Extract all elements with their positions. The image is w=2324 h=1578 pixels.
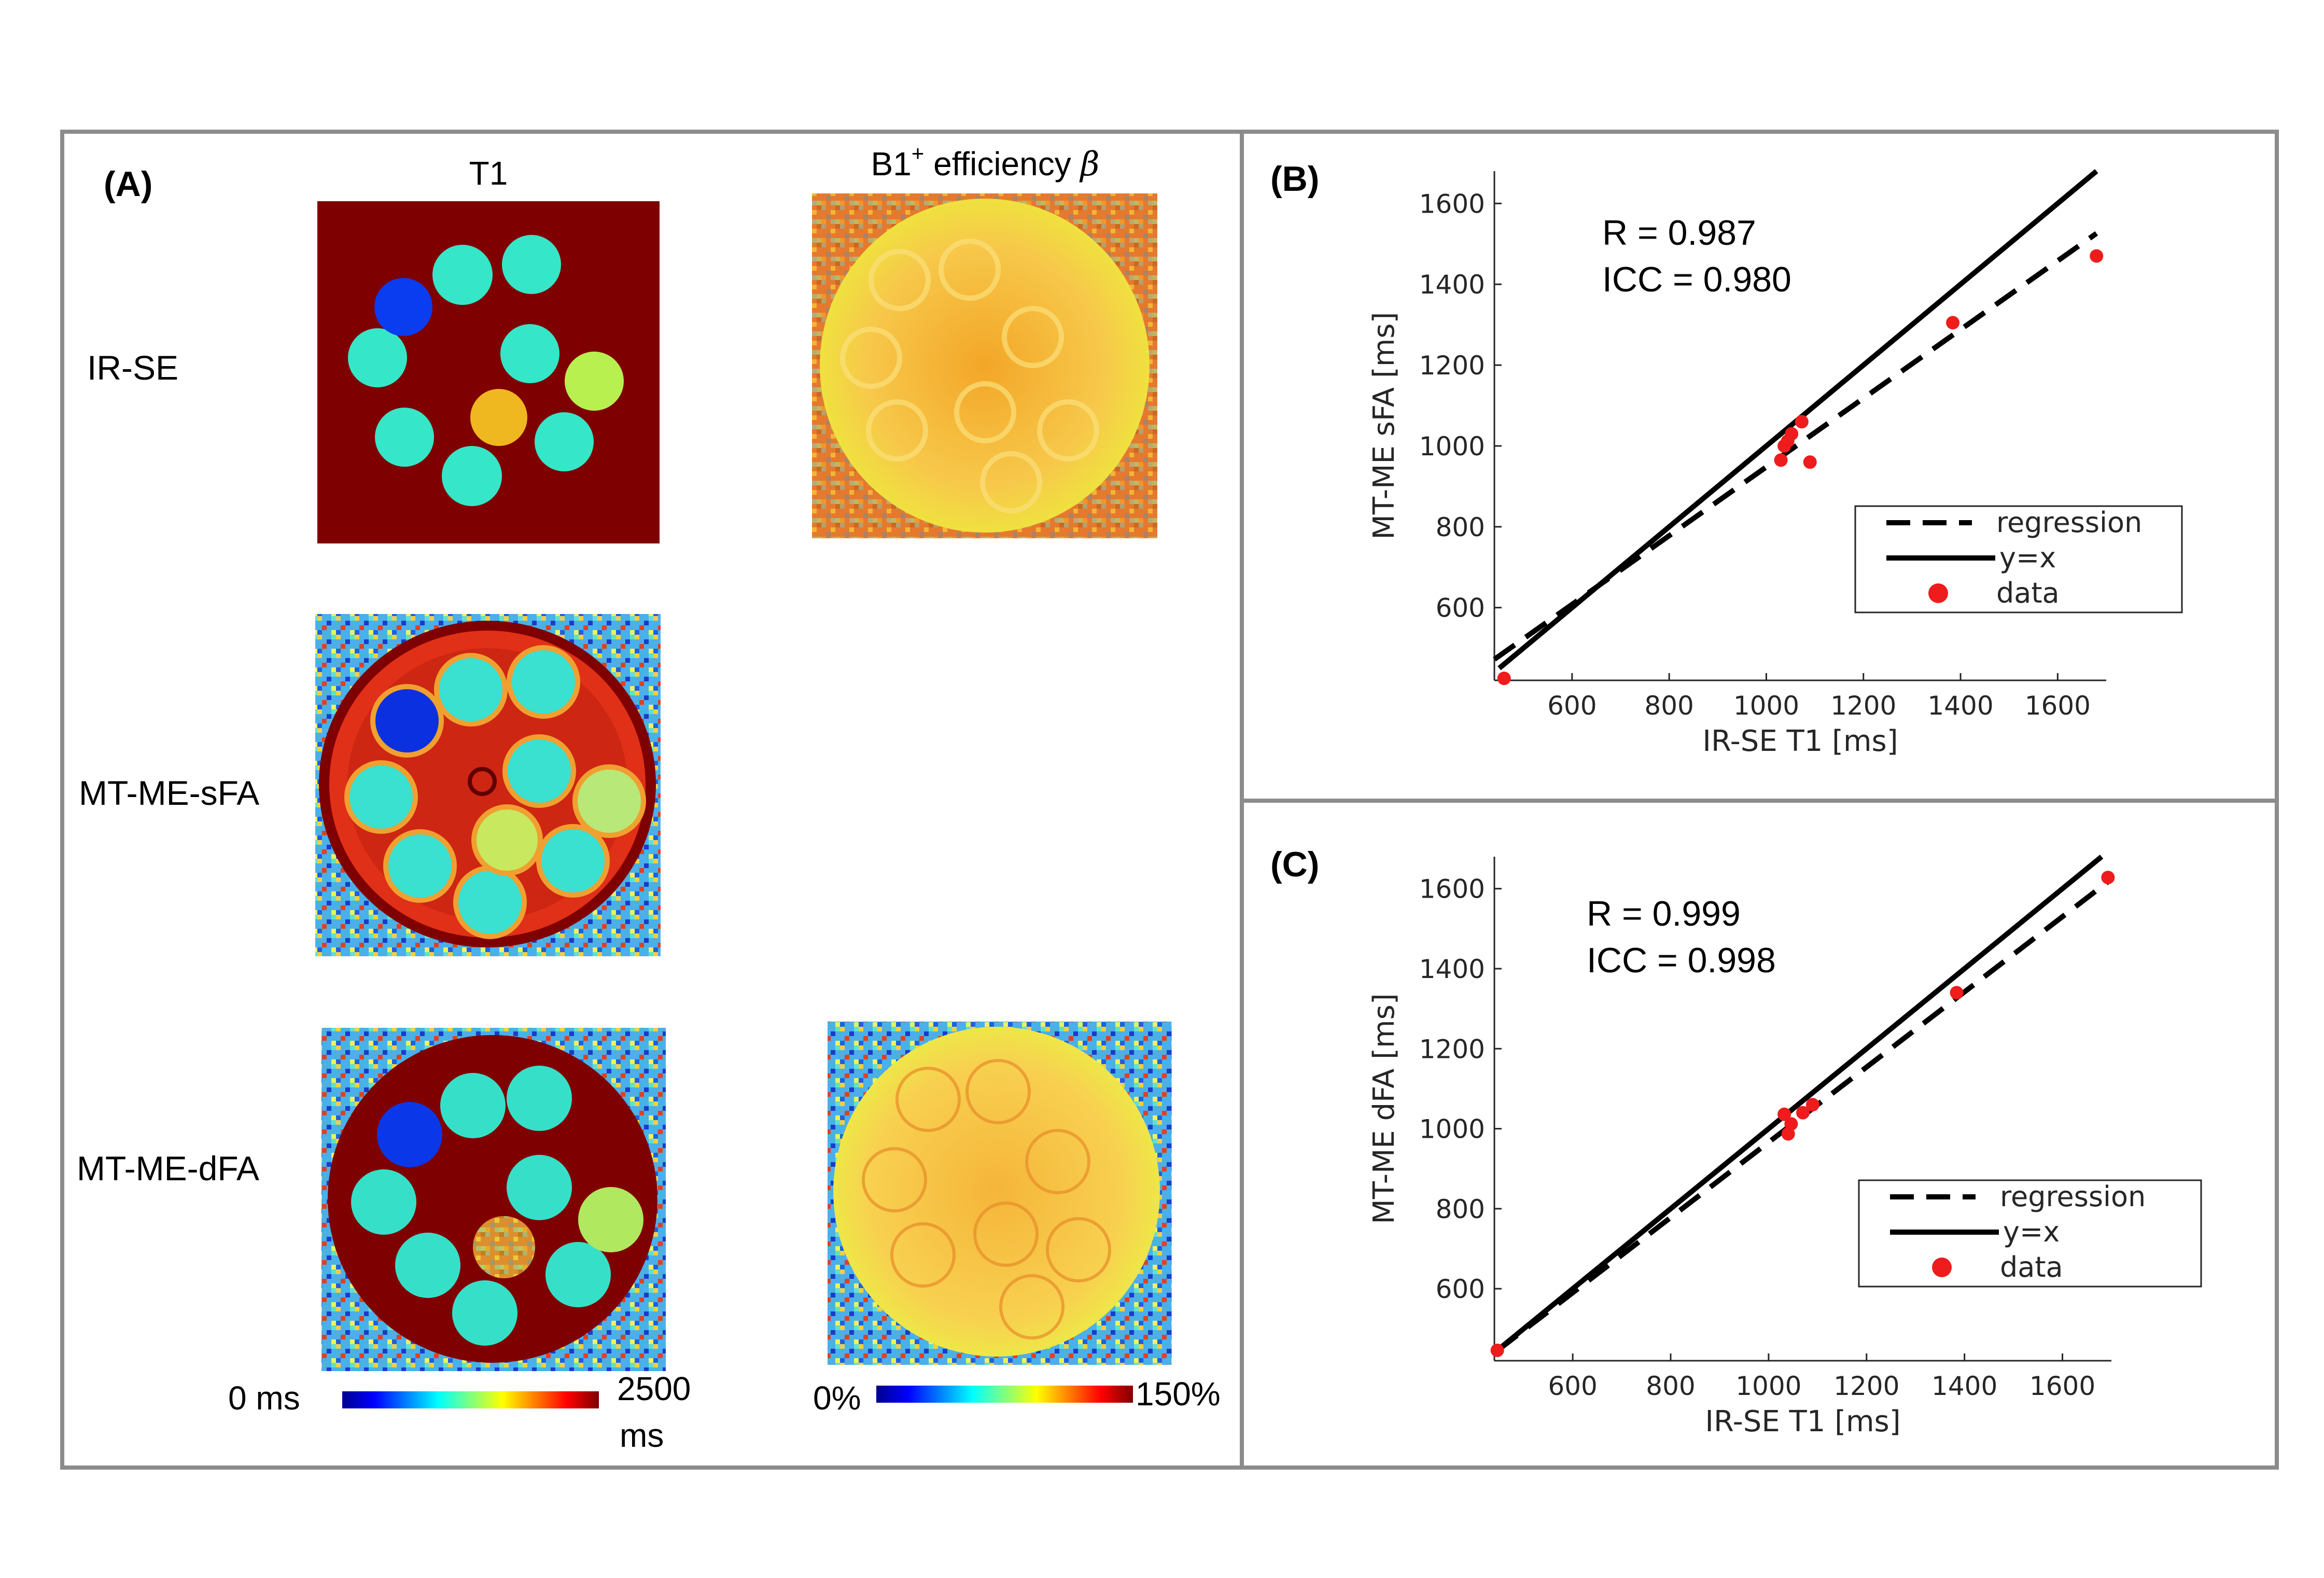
legend-data-swatch [1928, 583, 1948, 603]
x-axis-label: IR-SE T1 [ms] [1702, 724, 1898, 758]
y-tick-label: 600 [1436, 1274, 1485, 1304]
legend-data-swatch [1932, 1258, 1952, 1277]
y-tick-label: 1200 [1419, 1034, 1485, 1064]
y-tick-label: 1400 [1419, 270, 1485, 300]
row-label-dfa: MT-ME-dFA [77, 1149, 259, 1188]
stat-icc: ICC = 0.980 [1602, 260, 1791, 299]
x-axis-label: IR-SE T1 [ms] [1705, 1405, 1900, 1439]
panel-label: (C) [1270, 845, 1319, 884]
data-point [1950, 986, 1964, 1000]
b1-colorbar: 0% 150% [813, 1375, 1221, 1417]
x-tick-label: 1000 [1733, 691, 1799, 721]
y-tick-label: 600 [1436, 593, 1485, 623]
t1-map-dfa [321, 1028, 666, 1371]
chart-c: (C) 600 800 1000 1200 1400 1600 600 800 1000 1200 1… [1270, 845, 2202, 1439]
col-header-t1: T1 [469, 155, 508, 192]
y-tick-label: 1200 [1419, 351, 1485, 381]
data-point [1795, 415, 1809, 429]
x-tick-label: 600 [1547, 691, 1597, 721]
b1-cbar-max: 150% [1136, 1375, 1221, 1413]
legend-label: data [2000, 1251, 2063, 1283]
col-header-b1: B1+ efficiency β [871, 141, 1100, 184]
regression-line [1493, 231, 2098, 662]
data-point [1805, 1098, 1819, 1112]
data-point [1785, 427, 1799, 441]
stat-r: R = 0.999 [1587, 894, 1741, 933]
chart-b: (B) 600 800 1000 1200 1400 1600 600 800 1000 1200 1… [1270, 159, 2183, 758]
x-tick-label: 1200 [1833, 1371, 1899, 1401]
stat-icc: ICC = 0.998 [1587, 941, 1776, 980]
x-tick-label: 800 [1646, 1371, 1695, 1401]
panel-a-label: (A) [104, 164, 152, 204]
data-point [1774, 453, 1788, 467]
x-tick-label: 1400 [1927, 691, 1993, 721]
t1-cbar-unit: ms [620, 1417, 664, 1454]
data-point [2101, 871, 2115, 885]
panel-label: (B) [1270, 159, 1319, 199]
x-tick-label: 600 [1548, 1371, 1597, 1401]
y-tick-label: 1000 [1419, 1114, 1485, 1144]
legend-label: regression [1996, 506, 2142, 539]
y-axis-label: MT-ME sFA [ms] [1367, 312, 1401, 540]
data-point [1777, 1107, 1791, 1121]
data-point [2090, 249, 2104, 263]
data-point [1784, 1117, 1798, 1131]
b1-map-irse [812, 193, 1157, 538]
legend-label: data [1996, 577, 2060, 609]
y-tick-label: 1600 [1419, 189, 1485, 219]
b1-cbar-min: 0% [813, 1379, 861, 1417]
identity-line [1495, 855, 2104, 1352]
x-tick-label: 1200 [1830, 691, 1896, 721]
b1-rest: efficiency [924, 145, 1080, 183]
b1-sup: + [912, 141, 925, 165]
data-point [1946, 316, 1960, 330]
x-tick-label: 1600 [2029, 1371, 2095, 1401]
row-label-sfa: MT-ME-sFA [79, 774, 259, 812]
y-tick-label: 800 [1436, 512, 1485, 542]
y-axis-label: MT-ME dFA [ms] [1367, 993, 1401, 1224]
t1-map-irse [317, 201, 660, 543]
data-point [1497, 672, 1511, 686]
legend-label: y=x [1999, 541, 2056, 574]
b1-map-dfa [828, 1022, 1172, 1365]
y-tick-label: 800 [1436, 1194, 1485, 1224]
y-tick-label: 1400 [1419, 954, 1485, 984]
data-point [1490, 1343, 1504, 1357]
t1-cbar-min: 0 ms [228, 1379, 300, 1417]
data-point [1796, 1106, 1810, 1120]
t1-map-sfa [315, 614, 661, 956]
t1-cbar-max: 2500 [617, 1370, 691, 1407]
x-tick-label: 1600 [2025, 691, 2091, 721]
t1-colorbar: 0 ms 2500 ms [228, 1370, 691, 1454]
row-label-irse: IR-SE [87, 348, 178, 387]
panel-c-frame [1240, 799, 2279, 1470]
x-tick-label: 1000 [1735, 1371, 1801, 1401]
x-tick-label: 1400 [1931, 1371, 1997, 1401]
stat-r: R = 0.987 [1602, 213, 1756, 253]
data-point [1803, 455, 1817, 469]
beta-symbol: β [1080, 145, 1100, 184]
y-tick-label: 1000 [1419, 431, 1485, 462]
b1-text: B1 [871, 145, 912, 183]
y-tick-label: 1600 [1419, 874, 1485, 904]
x-tick-label: 800 [1644, 691, 1693, 721]
legend-label: y=x [2003, 1216, 2060, 1248]
legend-label: regression [2000, 1180, 2146, 1213]
